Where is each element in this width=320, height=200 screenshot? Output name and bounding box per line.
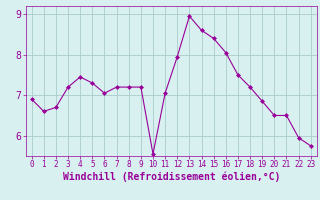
X-axis label: Windchill (Refroidissement éolien,°C): Windchill (Refroidissement éolien,°C) <box>62 172 280 182</box>
